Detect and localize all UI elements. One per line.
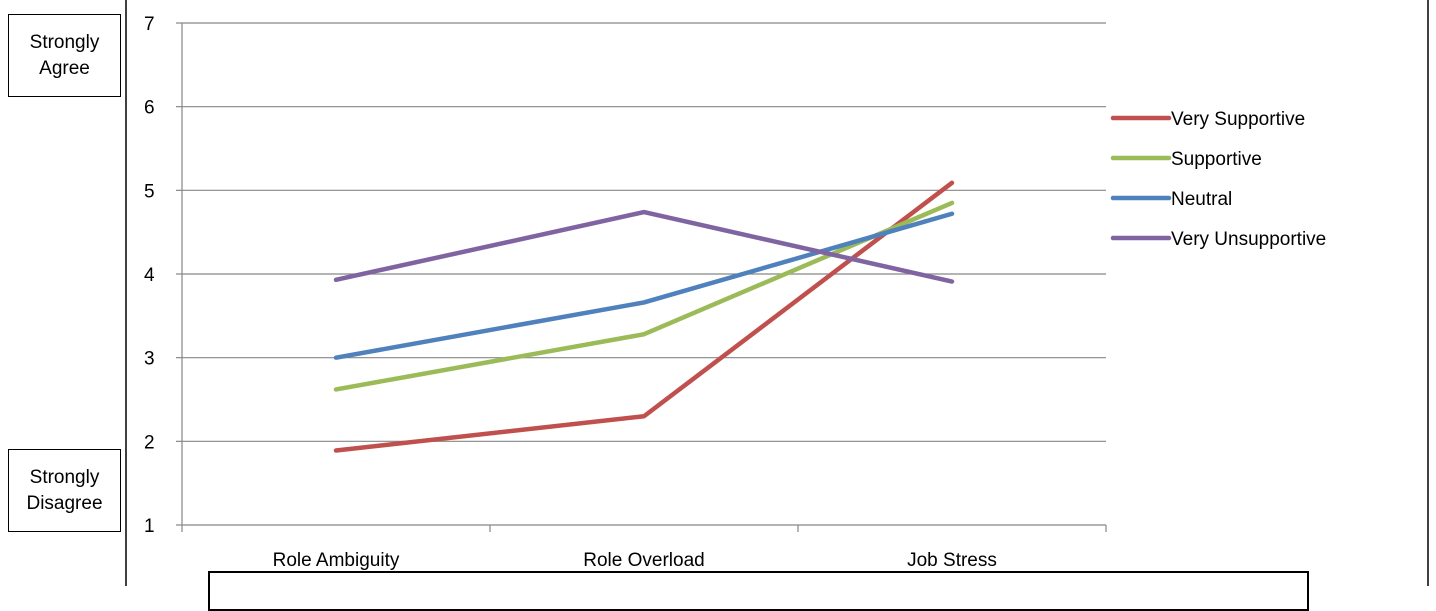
- axes: [176, 22, 1107, 532]
- line-chart: 1 2 3 4 5 6 7 Role Ambiguity Role Overload Job S…: [125, 0, 1429, 586]
- series-lines: [333, 180, 955, 453]
- legend-label-very-supportive: Very Supportive: [1171, 109, 1305, 130]
- series-line-supportive: [333, 200, 955, 392]
- x-tick-label: Role Ambiguity: [273, 550, 400, 571]
- plot-frame: [125, 0, 1429, 586]
- y-tick-label: 3: [144, 349, 155, 370]
- series-line-very-supportive: [333, 180, 955, 453]
- y-tick-label: 6: [144, 98, 155, 119]
- y-tick-label: 1: [144, 516, 155, 537]
- strongly-agree-label: Strongly Agree: [8, 14, 121, 97]
- y-tick-label: 5: [144, 181, 155, 202]
- series-line-very-unsupportive: [333, 209, 955, 284]
- y-tick-label: 2: [144, 432, 155, 453]
- x-tick-label: Job Stress: [907, 550, 997, 571]
- caption-box: [208, 571, 1309, 611]
- x-tick-label: Role Overload: [583, 550, 704, 571]
- series-line-neutral: [333, 211, 955, 360]
- legend: Very Supportive Supportive Neutral Very Uns…: [1110, 109, 1326, 250]
- y-tick-label: 4: [144, 265, 155, 286]
- legend-label-neutral: Neutral: [1171, 189, 1232, 210]
- y-tick-labels: 1 2 3 4 5 6 7: [144, 14, 155, 537]
- gridlines: [182, 22, 1106, 442]
- legend-label-very-unsupportive: Very Unsupportive: [1171, 229, 1326, 250]
- legend-label-supportive: Supportive: [1171, 149, 1262, 170]
- strongly-disagree-label: Strongly Disagree: [8, 449, 121, 532]
- y-tick-label: 7: [144, 14, 155, 35]
- x-tick-labels: Role Ambiguity Role Overload Job Stress: [273, 550, 997, 571]
